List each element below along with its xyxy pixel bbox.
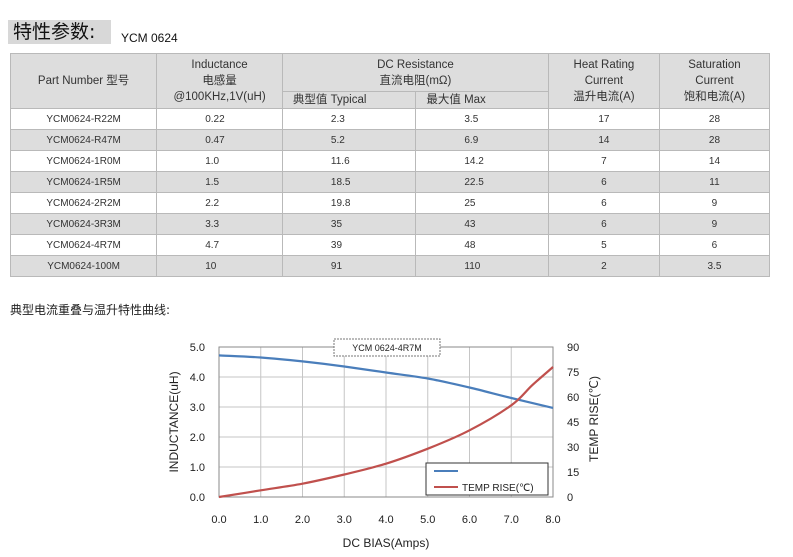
part-number-cell: YCM0624-100M — [9, 255, 158, 277]
table-row: YCM0624-1R0M 1.0 11.6 14.2 7 14 — [9, 150, 771, 172]
part-number-cell: YCM0624-1R5M — [9, 171, 158, 193]
x-axis-title: DC BIAS(Amps) — [343, 536, 430, 550]
heat-current-cell: 6 — [547, 213, 660, 235]
table-row: YCM0624-3R3M 3.3 35 43 6 9 — [9, 213, 771, 235]
x-tick-label: 6.0 — [462, 514, 477, 526]
x-tick-label: 4.0 — [378, 514, 393, 526]
x-tick-label: 5.0 — [420, 514, 435, 526]
table-row: YCM0624-100M 10 91 110 2 3.5 — [9, 255, 771, 277]
model-name: YCM 0624 — [121, 31, 178, 45]
y-right-tick-label: 75 — [567, 367, 579, 379]
inductance-cell: 3.3 — [156, 213, 283, 235]
y-left-axis-title: INDUCTANCE(uH) — [167, 371, 181, 472]
dcr-max-cell: 110 — [415, 255, 549, 277]
y-right-tick-label: 0 — [567, 492, 573, 504]
spec-table: Part Number 型号 Inductance 电感量 @100KHz,1V… — [9, 53, 771, 277]
y-left-tick-label: 5.0 — [190, 342, 205, 354]
table-row: YCM0624-R22M 0.22 2.3 3.5 17 28 — [9, 108, 771, 130]
inductance-series-line — [218, 354, 554, 409]
header-dcr-max: 最大值 Max — [415, 91, 549, 109]
y-right-tick-label: 30 — [567, 442, 579, 454]
header-inductance: Inductance 电感量 @100KHz,1V(uH) — [156, 53, 283, 109]
x-tick-label: 1.0 — [253, 514, 268, 526]
y-left-tick-label: 0.0 — [190, 492, 205, 504]
x-tick-label: 2.0 — [295, 514, 310, 526]
dcr-max-cell: 6.9 — [415, 129, 549, 151]
temp-rise-series-line — [218, 366, 554, 499]
y-right-tick-label: 60 — [567, 392, 579, 404]
dcr-typical-cell: 91 — [281, 255, 417, 277]
inductance-cell: 10 — [156, 255, 283, 277]
y-left-tick-label: 1.0 — [190, 462, 205, 474]
y-right-tick-label: 15 — [567, 467, 579, 479]
table-row: YCM0624-4R7M 4.7 39 48 5 6 — [9, 234, 771, 256]
y-right-axis-title: TEMP RISE(℃) — [587, 376, 601, 462]
table-row: YCM0624-1R5M 1.5 18.5 22.5 6 11 — [9, 171, 771, 193]
section-title: 典型电流重叠与温升特性曲线: — [10, 303, 171, 317]
header-heat-rating: Heat Rating Current 温升电流(A) — [547, 53, 660, 109]
header-dcr-typical: 典型值 Typical — [281, 91, 417, 109]
saturation-current-cell: 3.5 — [658, 255, 771, 277]
y-right-tick-label: 90 — [567, 342, 579, 354]
header-dc-resistance: DC Resistance 直流电阻(mΩ) — [281, 53, 549, 92]
heat-current-cell: 14 — [547, 129, 660, 151]
y-left-tick-label: 2.0 — [190, 432, 205, 444]
x-tick-label: 8.0 — [545, 514, 560, 526]
chart-title: YCM 0624-4R7M — [352, 343, 422, 353]
x-tick-label: 7.0 — [504, 514, 519, 526]
part-number-cell: YCM0624-3R3M — [9, 213, 158, 235]
y-left-tick-label: 4.0 — [190, 372, 205, 384]
heat-current-cell: 2 — [547, 255, 660, 277]
y-left-tick-label: 3.0 — [190, 402, 205, 414]
y-right-tick-label: 45 — [567, 417, 579, 429]
legend-label: TEMP RISE(℃) — [462, 483, 534, 494]
chart-title-box — [333, 338, 441, 357]
x-tick-label: 3.0 — [337, 514, 352, 526]
dcr-typical-cell: 35 — [281, 213, 417, 235]
x-tick-label: 0.0 — [211, 514, 226, 526]
header-saturation: Saturation Current 饱和电流(A) — [658, 53, 771, 109]
page-title: 特性参数: — [8, 20, 111, 44]
title-block: 特性参数: YCM 0624 — [8, 20, 258, 46]
legend-box — [425, 462, 549, 496]
